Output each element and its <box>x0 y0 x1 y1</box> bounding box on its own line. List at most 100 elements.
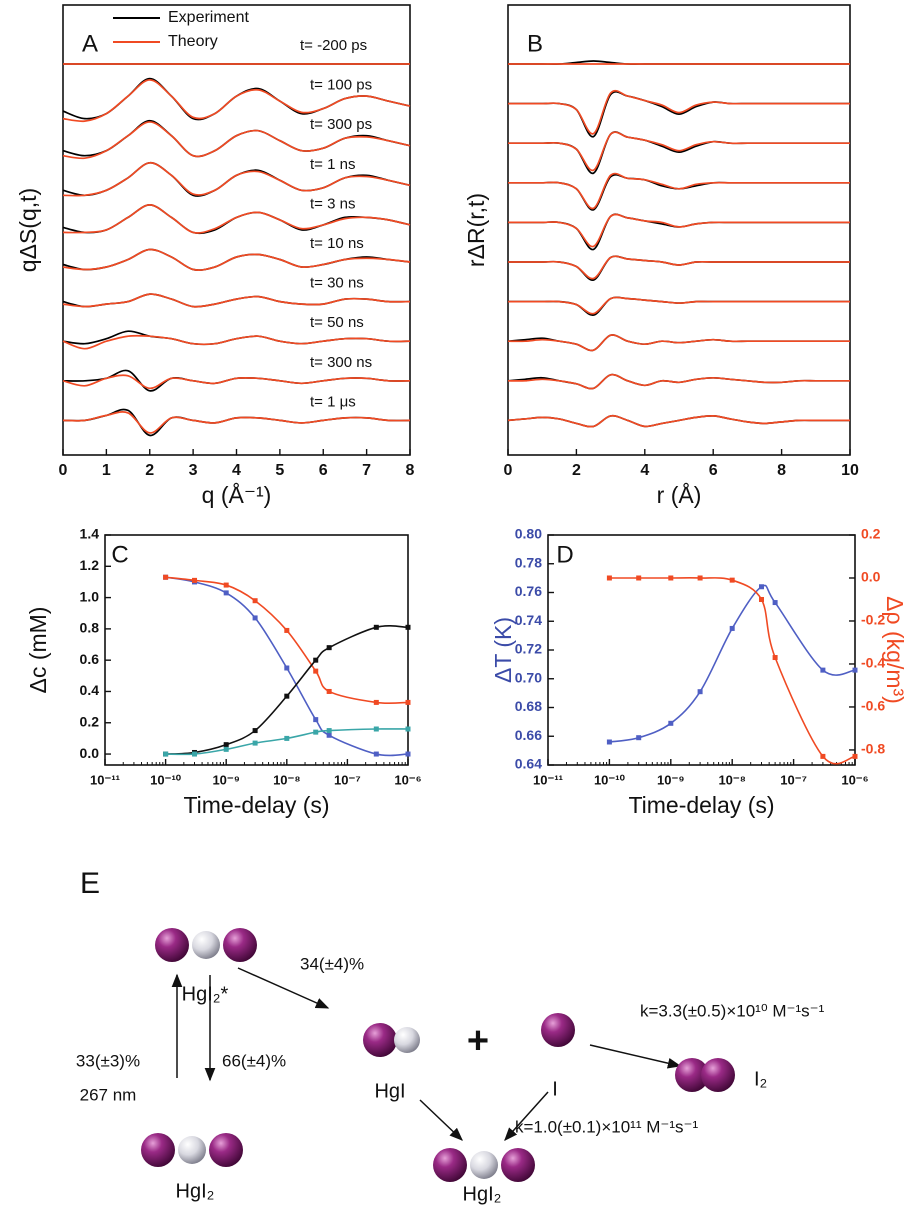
reaction-diagram: E HgI₂* 34(±4)% HgI + I k=3.3(±0.5)×10¹⁰… <box>76 867 825 1205</box>
data-point <box>729 577 735 583</box>
data-point <box>313 729 319 735</box>
y-tick-label: 1.4 <box>80 526 100 542</box>
rate-constant: k=3.3(±0.5)×10¹⁰ M⁻¹s⁻¹ <box>640 1001 825 1020</box>
data-point <box>668 720 674 726</box>
y-tick-label: 0.70 <box>515 669 542 685</box>
trace-theory <box>507 89 850 135</box>
data-point <box>284 693 290 699</box>
y-axis-label: ΔT (K) <box>490 617 516 683</box>
data-point <box>284 735 290 741</box>
data-point <box>729 625 735 631</box>
trace-label: t= -200 ps <box>300 37 367 54</box>
x-tick-label: 10⁻¹⁰ <box>594 772 626 787</box>
panel-label: B <box>527 30 543 57</box>
x-tick-label: 8 <box>777 462 786 479</box>
species-label: HgI₂ <box>463 1183 502 1205</box>
x-tick-label: 4 <box>232 462 241 479</box>
branch-ratio: 66(±4)% <box>222 1051 286 1070</box>
trace-label: t= 1 μs <box>310 393 356 410</box>
data-point <box>252 598 258 604</box>
molecule-hgi <box>363 1023 420 1057</box>
charts: A 0 1 2 3 4 5 6 7 8 q (Å⁻¹) qΔS(q,t) t= -200 ps t= 10… <box>15 4 908 818</box>
trace-theory <box>507 373 850 390</box>
plot-frame <box>62 4 411 456</box>
data-point <box>326 728 332 734</box>
x-tick-label: 7 <box>362 462 371 479</box>
x-axis-label: r (Å) <box>657 481 702 508</box>
trace-theory <box>508 255 850 280</box>
data-point <box>697 689 703 695</box>
trace-label: t= 100 ps <box>310 77 372 94</box>
y-tick-label: 0.64 <box>515 756 542 772</box>
trace-theory <box>507 414 850 428</box>
data-point <box>313 717 319 723</box>
molecule-hgi2-product <box>433 1148 535 1182</box>
arrow <box>504 1091 549 1142</box>
data-point <box>697 575 703 581</box>
trace-theory <box>62 121 411 160</box>
data-point <box>284 627 290 633</box>
y2-axis-label: Δρ (kg/m³) <box>882 596 908 704</box>
x-tick-label: 10⁻⁸ <box>273 772 300 787</box>
y-tick-label: 0.80 <box>515 526 542 542</box>
data-point <box>373 751 379 757</box>
species-label: HgI <box>374 1080 405 1102</box>
x-tick-label: 2 <box>145 462 154 479</box>
plus-sign: + <box>467 1020 489 1062</box>
trace-theory <box>507 334 850 352</box>
species-label: I <box>552 1078 558 1100</box>
x-tick-label: 10⁻⁷ <box>780 772 807 787</box>
y-axis-label: Δc (mM) <box>25 607 51 694</box>
y2-tick-label: -0.6 <box>861 698 885 714</box>
species-label: HgI₂ <box>176 1180 215 1202</box>
x-tick-label: 6 <box>709 462 718 479</box>
trace-label: t= 10 ns <box>310 235 364 252</box>
legend-label: Experiment <box>168 9 249 26</box>
plot-frame <box>104 534 409 766</box>
y2-tick-label: 0.0 <box>861 569 881 585</box>
x-tick-label: 0 <box>59 462 68 479</box>
trace-label: t= 1 ns <box>310 156 355 173</box>
data-point <box>326 732 332 738</box>
trace-experiment <box>62 161 411 197</box>
data-point <box>636 575 642 581</box>
y-tick-label: 0.68 <box>515 698 542 714</box>
x-axis-label: Time-delay (s) <box>183 792 329 818</box>
y2-tick-label: 0.2 <box>861 526 881 542</box>
y-axis-label: qΔS(q,t) <box>15 188 41 272</box>
x-tick-label: 10 <box>841 462 859 479</box>
data-point <box>163 751 169 757</box>
wavelength: 267 nm <box>80 1085 137 1104</box>
data-point <box>373 726 379 732</box>
molecule-i2 <box>675 1058 735 1092</box>
data-point <box>636 735 642 741</box>
x-tick-label: 0 <box>504 462 513 479</box>
y2-tick-label: -0.8 <box>861 741 885 757</box>
y-tick-label: 0.2 <box>80 713 100 729</box>
panel-label: E <box>80 867 100 900</box>
data-point <box>606 739 612 745</box>
y-tick-label: 0.8 <box>80 620 100 636</box>
trace-experiment <box>508 213 850 251</box>
x-tick-label: 10⁻¹¹ <box>533 772 563 787</box>
y-tick-label: 1.0 <box>80 588 100 604</box>
series-line <box>609 584 856 743</box>
x-tick-label: 10⁻⁶ <box>394 772 421 787</box>
data-point <box>326 645 332 651</box>
trace-experiment <box>508 173 850 211</box>
y-tick-label: 0.72 <box>515 641 542 657</box>
x-tick-label: 4 <box>640 462 649 479</box>
data-point <box>405 699 411 705</box>
x-axis-label: Time-delay (s) <box>628 792 774 818</box>
arrow <box>419 1099 463 1141</box>
arrow <box>237 967 330 1009</box>
data-point <box>373 699 379 705</box>
x-tick-label: 10⁻¹¹ <box>90 772 120 787</box>
species-label: I₂ <box>754 1068 767 1090</box>
trace-theory <box>508 131 850 172</box>
trace-label: t= 30 ns <box>310 275 364 292</box>
trace-experiment <box>62 204 411 235</box>
x-tick-label: 3 <box>189 462 198 479</box>
data-point <box>313 668 319 674</box>
trace-label: t= 3 ns <box>310 195 355 212</box>
